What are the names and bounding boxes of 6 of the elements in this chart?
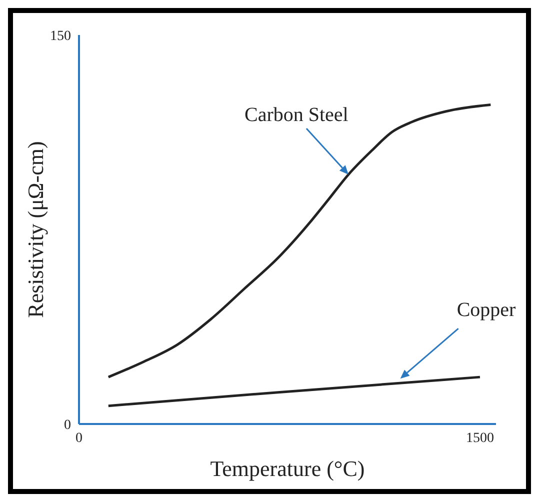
y-tick-label: 150 bbox=[50, 28, 71, 44]
annotation: Copper bbox=[456, 299, 516, 322]
annotation: Carbon Steel bbox=[244, 104, 349, 126]
y-axis-title: Resistivity (μΩ-cm) bbox=[22, 141, 48, 318]
x-axis-title: Temperature (°C) bbox=[210, 456, 365, 481]
x-tick-label: 1500 bbox=[466, 430, 494, 446]
